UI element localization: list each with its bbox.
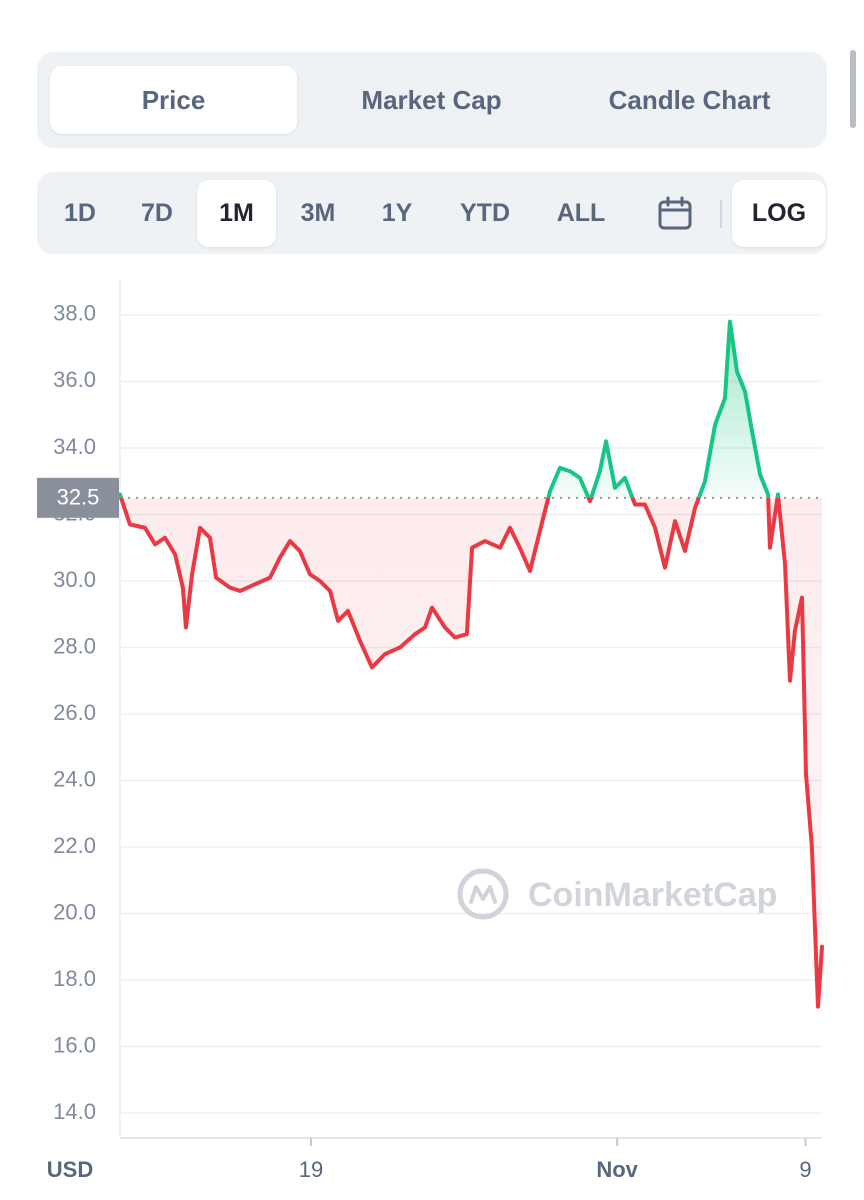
calendar-button[interactable]	[657, 196, 693, 232]
y-tick-label: 30.0	[53, 567, 96, 592]
y-tick-label: 16.0	[53, 1032, 96, 1057]
x-tick-label: 9	[799, 1157, 811, 1182]
y-tick-label: 14.0	[53, 1099, 96, 1124]
reference-label-box	[37, 477, 119, 518]
y-tick-label: 26.0	[53, 700, 96, 725]
y-tick-label: 20.0	[53, 899, 96, 924]
y-tick-label: 28.0	[53, 633, 96, 658]
range-button[interactable]: ALL	[556, 199, 606, 227]
range-button[interactable]: 1M	[197, 180, 276, 247]
tab[interactable]: Candle Chart	[608, 85, 771, 115]
y-tick-label: 22.0	[53, 833, 96, 858]
log-toggle[interactable]: LOG	[732, 180, 826, 247]
range-button[interactable]: 1Y	[381, 199, 413, 227]
y-tick-label: 18.0	[53, 966, 96, 991]
y-tick-label: 34.0	[53, 434, 96, 459]
range-button[interactable]: 1D	[64, 199, 96, 227]
scrollbar	[850, 50, 856, 128]
tab[interactable]: Market Cap	[361, 85, 502, 115]
reference-label: 32.5	[57, 485, 100, 510]
y-tick-label: 36.0	[53, 367, 96, 392]
watermark-logo	[457, 868, 509, 920]
range-button[interactable]: YTD	[460, 199, 510, 227]
x-tick-label: Nov	[596, 1157, 638, 1182]
divider	[720, 200, 722, 228]
currency-label: USD	[47, 1157, 93, 1182]
range-button[interactable]: 7D	[141, 199, 173, 227]
x-tick-label: 19	[299, 1157, 323, 1182]
tab[interactable]: Price	[50, 66, 297, 134]
chart-type-tabs: Price Market Cap Candle Chart	[37, 52, 827, 148]
watermark: CoinMarketCap	[528, 876, 777, 914]
y-tick-label: 38.0	[53, 301, 96, 326]
range-button[interactable]: 3M	[300, 199, 336, 227]
range-tabs: 1D 7D 1M 3M 1Y YTD ALL LOG	[37, 172, 827, 254]
y-tick-label: 24.0	[53, 766, 96, 791]
watermark-logo-mark	[469, 885, 497, 904]
price-line	[118, 319, 824, 1009]
